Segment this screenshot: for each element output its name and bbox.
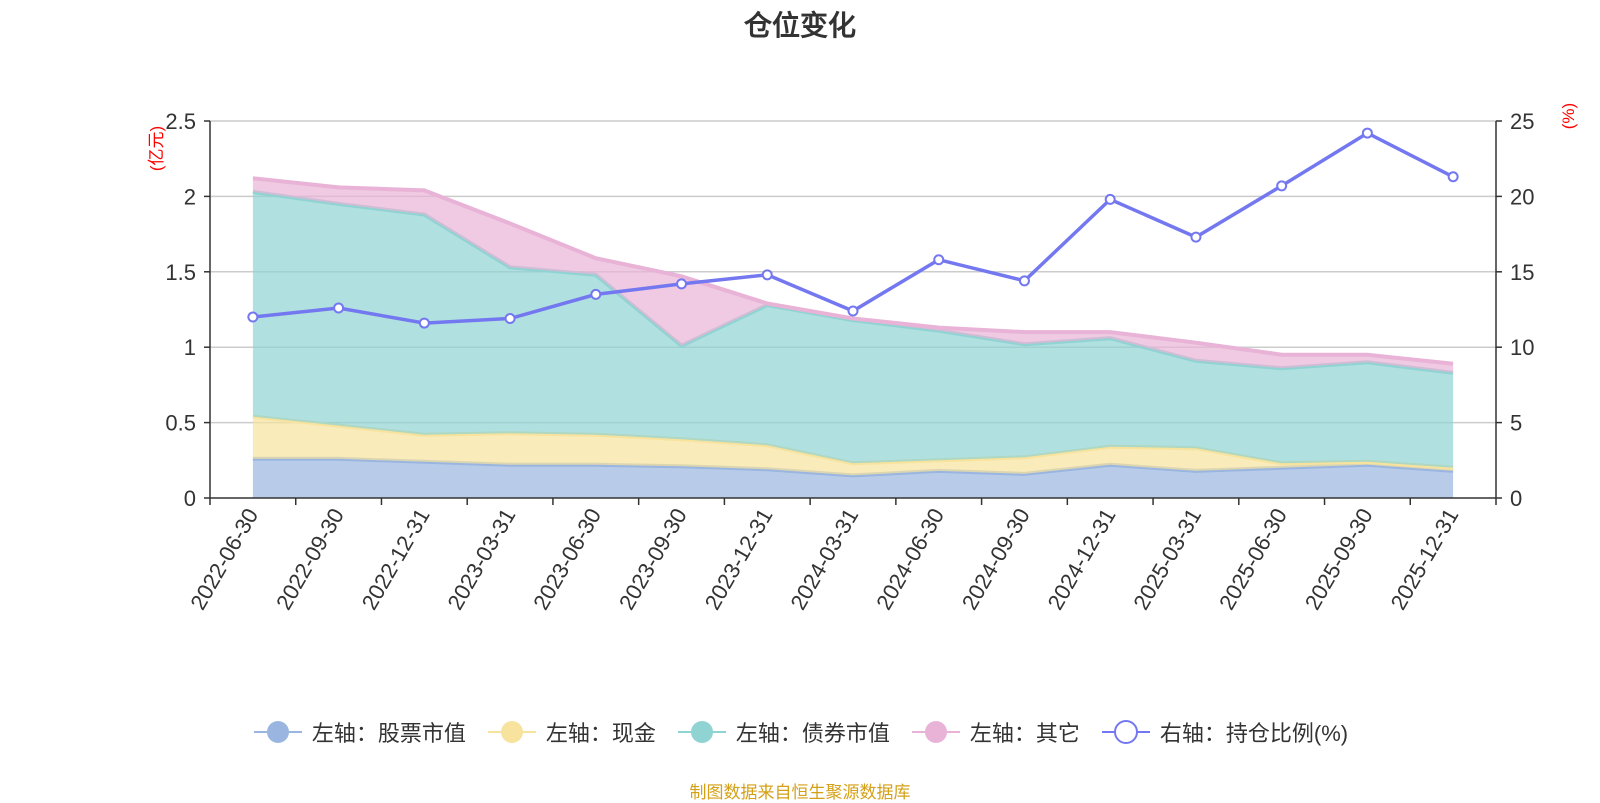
legend-item-stock[interactable]: 左轴：股票市值 [252, 716, 466, 748]
chart-title: 仓位变化 [743, 10, 856, 41]
right-axis-tick-label: 5 [1510, 411, 1522, 436]
ratio-point [1361, 127, 1373, 139]
x-axis-tick-label: 2022-12-31 [357, 504, 435, 614]
right-axis-tick-label: 25 [1510, 109, 1534, 134]
area-other [252, 178, 1454, 373]
ratio-point [1190, 231, 1202, 243]
x-axis-tick-label: 2022-09-30 [271, 504, 349, 614]
area-cash [252, 416, 1454, 476]
ratio-point [418, 317, 430, 329]
legend-symbol-cash [487, 721, 536, 743]
x-axis-tick-label: 2024-03-31 [785, 504, 863, 614]
x-axis-tick-label: 2025-06-30 [1214, 504, 1292, 614]
data-source-note: 制图数据来自恒生聚源数据库 [689, 783, 911, 802]
legend-label: 左轴：其它 [969, 721, 1080, 746]
legend-item-ratio[interactable]: 右轴：持仓比例(%) [1100, 716, 1348, 748]
left-axis-tick-label: 1 [184, 335, 196, 360]
area-bond [252, 191, 1454, 468]
left-axis-tick-label: 2.5 [165, 109, 196, 134]
legend-symbol-other [911, 721, 960, 743]
legend-label: 左轴：股票市值 [311, 721, 466, 746]
ratio-point [1018, 275, 1030, 287]
x-axis-tick-label: 2023-12-31 [700, 504, 778, 614]
ratio-point [676, 278, 688, 290]
right-axis-tick-label: 15 [1510, 260, 1534, 285]
x-axis-tick-label: 2023-03-31 [442, 504, 520, 614]
x-axis-tick-label: 2023-09-30 [614, 504, 692, 614]
series-line-other [252, 176, 1454, 366]
ratio-point [761, 269, 773, 281]
ratio-point [1447, 171, 1459, 183]
x-axis-tick-label: 2025-03-31 [1128, 504, 1206, 614]
ratio-point [247, 311, 259, 323]
x-axis-tick-label: 2022-06-30 [185, 504, 263, 614]
legend-label: 右轴：持仓比例(%) [1159, 721, 1349, 746]
right-axis-tick-label: 10 [1510, 335, 1534, 360]
x-axis-tick-label: 2024-06-30 [871, 504, 949, 614]
x-axis-tick-label: 2024-12-31 [1043, 504, 1121, 614]
left-axis-tick-label: 0 [184, 486, 196, 511]
ratio-point [504, 313, 516, 325]
legend-item-cash[interactable]: 左轴：现金 [486, 716, 656, 748]
ratio-point [333, 302, 345, 314]
left-axis-tick-label: 0.5 [165, 411, 196, 436]
ratio-point [590, 288, 602, 300]
legend-label: 左轴：现金 [545, 721, 656, 746]
right-axis-tick-label: 20 [1510, 184, 1534, 209]
left-axis-tick-label: 1.5 [165, 260, 196, 285]
x-axis-tick-label: 2025-09-30 [1300, 504, 1378, 614]
legend: 左轴：股票市值 左轴：现金 左轴：债券市值 左轴：其它 右轴：持仓比例(%) [0, 716, 1600, 748]
legend-item-bond[interactable]: 左轴：债券市值 [676, 716, 890, 748]
legend-symbol-ratio [1101, 720, 1150, 744]
ratio-point [1104, 193, 1116, 205]
right-axis-tick-label: 0 [1510, 486, 1522, 511]
left-axis-tick-label: 2 [184, 184, 196, 209]
ratio-point [847, 305, 859, 317]
legend-label: 左轴：债券市值 [735, 721, 890, 746]
x-axis-tick-label: 2024-09-30 [957, 504, 1035, 614]
x-axis-tick-label: 2023-06-30 [528, 504, 606, 614]
legend-symbol-stock [253, 721, 302, 743]
x-axis-tick-label: 2025-12-31 [1386, 504, 1464, 614]
legend-item-other[interactable]: 左轴：其它 [910, 716, 1080, 748]
ratio-point [933, 254, 945, 266]
chart-canvas: 0 0.5 1 1.5 2 2.5 0 5 10 15 20 25 2022-06-30 2022-09-… [165, 109, 1534, 614]
ratio-point [1276, 180, 1288, 192]
legend-symbol-bond [677, 721, 726, 743]
